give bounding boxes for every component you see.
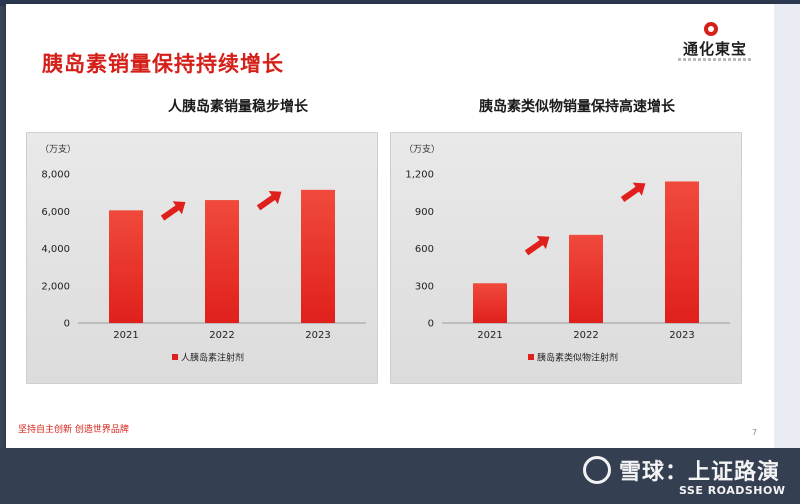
growth-arrow-icon (524, 235, 550, 256)
bottom-band (0, 448, 800, 504)
slide: 胰岛素销量保持持续增长 通化東宝 人胰岛素销量稳步增长 胰岛素类似物销量保持高速… (6, 4, 774, 448)
arrow-shape (524, 235, 550, 256)
slide-title: 胰岛素销量保持持续增长 (42, 52, 284, 76)
chart-title-left: 人胰岛素销量稳步增长 (168, 99, 308, 115)
legend-label: 人胰岛素注射剂 (181, 352, 244, 364)
legend-swatch (172, 354, 178, 360)
y-tick-label: 0 (64, 319, 70, 330)
growth-arrow-icon (620, 182, 646, 202)
growth-arrow-icon (256, 190, 282, 211)
chart-panel-right: （万支） 0 300 600 900 1,200 2021 2022 2023 胰岛素类似物注射剂 (390, 132, 742, 384)
logo-subline (678, 58, 752, 61)
watermark: 雪球：上证路演 SSE ROADSHOW (583, 452, 793, 498)
arrow-shape (620, 182, 646, 202)
legend-label: 胰岛素类似物注射剂 (537, 352, 618, 364)
logo-mark-icon (704, 22, 718, 36)
bar-2021 (109, 210, 143, 323)
page-number: 7 (752, 428, 758, 437)
y-tick-label: 6,000 (41, 207, 70, 218)
bar-2023 (301, 189, 335, 323)
snowball-logo-icon (583, 456, 611, 484)
footer-slogan: 坚持自主创新 创造世界品牌 (18, 425, 129, 435)
x-tick-label: 2023 (305, 330, 330, 341)
chart-title-right: 胰岛素类似物销量保持高速增长 (479, 99, 675, 115)
chart-left-svg: （万支） 0 2,000 4,000 6,000 8,000 2021 2022 2023 人胰岛… (40, 143, 366, 364)
window-top-bar (0, 0, 800, 6)
arrow-shape (256, 190, 282, 211)
logo-text: 通化東宝 (682, 40, 747, 58)
y-unit-label: （万支） (40, 143, 76, 155)
y-tick-label: 8,000 (41, 170, 70, 181)
chart-right-svg: （万支） 0 300 600 900 1,200 2021 2022 2023 胰岛素类似物注射剂 (404, 143, 730, 364)
bar-2023 (665, 181, 699, 323)
bar-2021 (473, 283, 507, 323)
watermark-subtext: SSE ROADSHOW (679, 484, 786, 497)
bar-2022 (205, 200, 239, 323)
y-tick-label: 900 (415, 207, 434, 218)
growth-arrow-icon (160, 201, 186, 221)
x-tick-label: 2021 (477, 330, 502, 341)
watermark-text: 雪球：上证路演 (619, 460, 781, 485)
x-tick-label: 2022 (209, 330, 234, 341)
y-unit-label: （万支） (404, 143, 440, 155)
company-logo: 通化東宝 (674, 20, 756, 66)
y-tick-label: 0 (428, 319, 434, 330)
side-strip (774, 4, 800, 448)
x-tick-label: 2022 (573, 330, 598, 341)
y-tick-label: 600 (415, 244, 434, 255)
bar-2022 (569, 234, 603, 323)
arrow-shape (160, 201, 186, 221)
x-tick-label: 2023 (669, 330, 694, 341)
chart-panel-left: （万支） 0 2,000 4,000 6,000 8,000 2021 2022 2023 人胰岛… (26, 132, 378, 384)
legend-swatch (528, 354, 534, 360)
y-tick-label: 300 (415, 281, 434, 292)
x-tick-label: 2021 (113, 330, 138, 341)
y-tick-label: 2,000 (41, 281, 70, 292)
y-tick-label: 1,200 (405, 170, 434, 181)
y-tick-label: 4,000 (41, 244, 70, 255)
